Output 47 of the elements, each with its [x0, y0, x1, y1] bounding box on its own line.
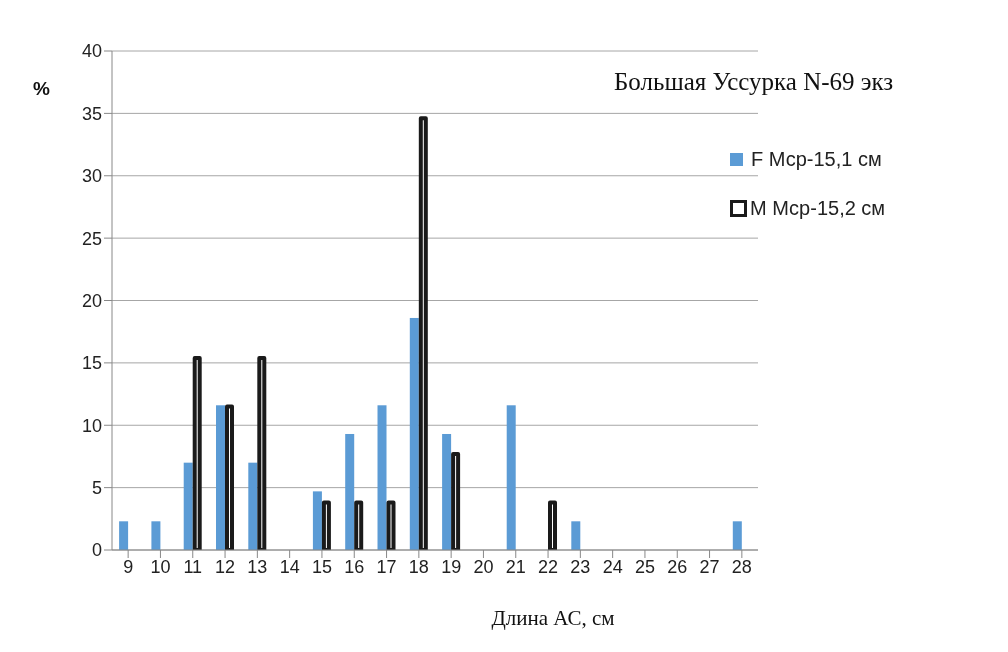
- legend-label: M Мср-15,2 см: [750, 197, 886, 220]
- x-tick-label: 16: [344, 556, 365, 577]
- x-axis-title: Длина АС, см: [490, 606, 616, 631]
- bar: [409, 317, 419, 550]
- x-tick-label: 27: [699, 556, 720, 577]
- x-tick-label: 23: [570, 556, 591, 577]
- bar: [151, 521, 161, 550]
- y-tick-label: 25: [81, 228, 102, 249]
- text: Большая Уссурка N-69 экз: [614, 68, 894, 96]
- bar: [216, 405, 226, 550]
- bar: [732, 521, 742, 550]
- y-tick-label: 5: [91, 478, 102, 499]
- bar: [571, 521, 581, 550]
- y-axis-title: %: [33, 78, 50, 100]
- x-tick-label: 26: [667, 556, 688, 577]
- x-tick-label: 12: [215, 556, 236, 577]
- y-tick-label: 35: [81, 103, 102, 124]
- x-tick-label: 11: [183, 556, 203, 577]
- y-tick-label: 40: [81, 41, 102, 62]
- bar: [442, 433, 452, 550]
- x-tick-label: 19: [441, 556, 462, 577]
- bar: [377, 405, 387, 550]
- x-tick-label: 24: [602, 556, 623, 577]
- x-tick-label: 17: [376, 556, 397, 577]
- x-tick-label: 9: [123, 556, 134, 577]
- x-tick-label: 14: [279, 556, 300, 577]
- bar: [312, 491, 322, 550]
- bar: [119, 521, 129, 550]
- x-tick-label: 20: [473, 556, 494, 577]
- x-tick-label: 21: [505, 556, 526, 577]
- bar: [506, 405, 516, 550]
- x-tick-label: 18: [408, 556, 429, 577]
- x-tick-label: 25: [634, 556, 655, 577]
- y-tick-label: 15: [81, 353, 102, 374]
- bar: [345, 433, 355, 550]
- y-tick-label: 0: [91, 540, 102, 561]
- x-tick-label: 13: [247, 556, 268, 577]
- x-tick-label: 22: [538, 556, 559, 577]
- x-tick-label: 15: [311, 556, 332, 577]
- bar: [248, 462, 258, 550]
- x-tick-label: 10: [150, 556, 171, 577]
- bar: [183, 462, 193, 550]
- y-tick-label: 20: [81, 290, 102, 311]
- legend-label: F Мср-15,1 см: [751, 148, 882, 171]
- y-tick-label: 30: [81, 166, 102, 187]
- x-tick-label: 28: [731, 556, 752, 577]
- y-tick-label: 10: [81, 415, 102, 436]
